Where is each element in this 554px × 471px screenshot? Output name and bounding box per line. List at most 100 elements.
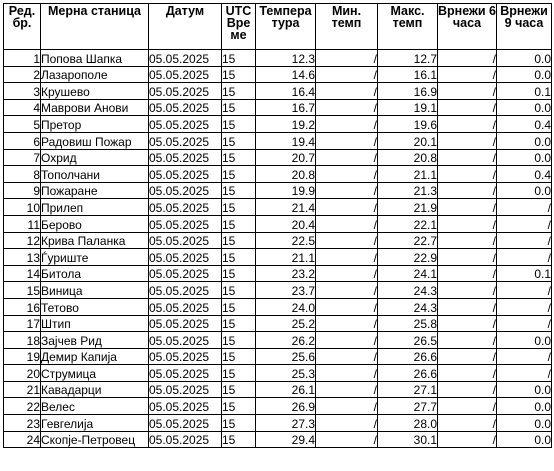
cell-utc: 15 bbox=[221, 165, 256, 183]
cell-max-temp: 26.6 bbox=[377, 364, 438, 382]
cell-rain-9h: / bbox=[496, 297, 552, 316]
cell-rain-6h: / bbox=[437, 198, 497, 216]
cell-no: 19 bbox=[3, 347, 41, 366]
cell-temp: 19.4 bbox=[255, 131, 316, 150]
cell-utc: 15 bbox=[221, 414, 256, 432]
header-date: Датум bbox=[148, 3, 222, 50]
cell-max-temp: 24.3 bbox=[377, 281, 438, 299]
cell-station: Тетово bbox=[40, 297, 149, 316]
cell-date: 05.05.2025 bbox=[148, 214, 222, 233]
cell-max-temp: 22.7 bbox=[377, 231, 438, 250]
cell-temp: 21.4 bbox=[255, 198, 316, 216]
cell-rain-6h: / bbox=[437, 430, 497, 449]
cell-min-temp: / bbox=[315, 281, 378, 299]
cell-rain-6h: / bbox=[437, 248, 497, 266]
cell-temp: 26.9 bbox=[255, 397, 316, 416]
cell-date: 05.05.2025 bbox=[148, 414, 222, 432]
cell-no: 5 bbox=[3, 115, 41, 133]
cell-station: Пожаране bbox=[40, 181, 149, 200]
cell-min-temp: / bbox=[315, 297, 378, 316]
cell-utc: 15 bbox=[221, 115, 256, 133]
cell-date: 05.05.2025 bbox=[148, 131, 222, 150]
cell-rain-9h: 0.4 bbox=[496, 165, 552, 183]
header-temp: Темпера тура bbox=[255, 3, 316, 50]
cell-station: Попова Шапка bbox=[40, 49, 149, 67]
cell-temp: 20.8 bbox=[255, 165, 316, 183]
cell-no: 12 bbox=[3, 231, 41, 250]
cell-max-temp: 21.9 bbox=[377, 198, 438, 216]
cell-temp: 14.6 bbox=[255, 65, 316, 84]
cell-max-temp: 26.5 bbox=[377, 331, 438, 349]
cell-temp: 23.2 bbox=[255, 264, 316, 283]
cell-max-temp: 20.8 bbox=[377, 148, 438, 167]
cell-max-temp: 21.3 bbox=[377, 181, 438, 200]
cell-no: 21 bbox=[3, 380, 41, 399]
header-no: Ред. бр. bbox=[3, 3, 41, 50]
cell-rain-6h: / bbox=[437, 181, 497, 200]
header-rain-9h: Врнежи 9 часа bbox=[496, 3, 552, 50]
table-row: 3 Крушево 05.05.2025 15 16.4/16.9/0.1 bbox=[3, 82, 552, 100]
cell-rain-6h: / bbox=[437, 380, 497, 399]
cell-no: 24 bbox=[3, 430, 41, 449]
cell-no: 20 bbox=[3, 364, 41, 382]
cell-utc: 15 bbox=[221, 231, 256, 250]
cell-utc: 15 bbox=[221, 181, 256, 200]
cell-rain-9h: / bbox=[496, 231, 552, 250]
cell-date: 05.05.2025 bbox=[148, 264, 222, 283]
cell-no: 16 bbox=[3, 297, 41, 316]
cell-station: Скопје-Петровец bbox=[40, 430, 149, 449]
cell-min-temp: / bbox=[315, 115, 378, 133]
cell-max-temp: 24.3 bbox=[377, 297, 438, 316]
cell-station: Кавадарци bbox=[40, 380, 149, 399]
cell-rain-6h: / bbox=[437, 214, 497, 233]
cell-temp: 25.6 bbox=[255, 347, 316, 366]
cell-rain-6h: / bbox=[437, 49, 497, 67]
cell-date: 05.05.2025 bbox=[148, 148, 222, 167]
cell-station: Маврови Анови bbox=[40, 98, 149, 117]
cell-date: 05.05.2025 bbox=[148, 281, 222, 299]
header-row: Ред. бр. Мерна станица Датум UTC Вре ме … bbox=[3, 3, 552, 50]
cell-date: 05.05.2025 bbox=[148, 430, 222, 449]
cell-temp: 23.7 bbox=[255, 281, 316, 299]
cell-min-temp: / bbox=[315, 331, 378, 349]
cell-utc: 15 bbox=[221, 314, 256, 333]
cell-station: Гевгелија bbox=[40, 414, 149, 432]
cell-rain-9h: 0.0 bbox=[496, 65, 552, 84]
cell-rain-9h: 0.1 bbox=[496, 264, 552, 283]
cell-temp: 26.1 bbox=[255, 380, 316, 399]
cell-rain-9h: 0.0 bbox=[496, 181, 552, 200]
cell-station: Велес bbox=[40, 397, 149, 416]
cell-utc: 15 bbox=[221, 364, 256, 382]
table-row: 17 Штип 05.05.2025 15 25.2/25.8// bbox=[3, 314, 552, 333]
cell-station: Крушево bbox=[40, 82, 149, 100]
cell-min-temp: / bbox=[315, 248, 378, 266]
cell-min-temp: / bbox=[315, 198, 378, 216]
cell-max-temp: 25.8 bbox=[377, 314, 438, 333]
cell-rain-9h: 0.0 bbox=[496, 331, 552, 349]
cell-rain-9h: 0.4 bbox=[496, 115, 552, 133]
table-row: 13 Ѓуриште 05.05.2025 15 21.1/22.9// bbox=[3, 248, 552, 266]
cell-date: 05.05.2025 bbox=[148, 364, 222, 382]
table-row: 23 Гевгелија 05.05.2025 15 27.3/28.0/0.0 bbox=[3, 414, 552, 432]
cell-rain-6h: / bbox=[437, 148, 497, 167]
cell-rain-9h: 0.0 bbox=[496, 49, 552, 67]
cell-rain-6h: / bbox=[437, 281, 497, 299]
cell-temp: 25.3 bbox=[255, 364, 316, 382]
cell-station: Струмица bbox=[40, 364, 149, 382]
cell-rain-6h: / bbox=[437, 165, 497, 183]
cell-no: 9 bbox=[3, 181, 41, 200]
table-row: 8 Тополчани 05.05.2025 15 20.8/21.1/0.4 bbox=[3, 165, 552, 183]
cell-station: Охрид bbox=[40, 148, 149, 167]
cell-utc: 15 bbox=[221, 148, 256, 167]
cell-station: Крива Паланка bbox=[40, 231, 149, 250]
table-row: 21 Кавадарци 05.05.2025 15 26.1/27.1/0.0 bbox=[3, 380, 552, 399]
table-row: 22 Велес 05.05.2025 15 26.9/27.7/0.0 bbox=[3, 397, 552, 416]
cell-rain-6h: / bbox=[437, 297, 497, 316]
cell-rain-9h: / bbox=[496, 248, 552, 266]
cell-no: 15 bbox=[3, 281, 41, 299]
cell-max-temp: 20.1 bbox=[377, 131, 438, 150]
header-station: Мерна станица bbox=[40, 3, 149, 50]
cell-rain-9h: / bbox=[496, 314, 552, 333]
cell-date: 05.05.2025 bbox=[148, 82, 222, 100]
cell-date: 05.05.2025 bbox=[148, 331, 222, 349]
